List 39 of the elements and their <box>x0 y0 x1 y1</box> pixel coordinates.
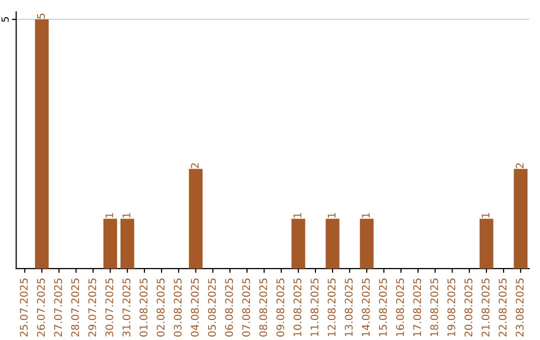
x-tick-label: 06.08.2025 <box>225 278 233 337</box>
data-label: 2 <box>516 163 524 168</box>
x-tick-label: 07.08.2025 <box>242 278 250 337</box>
x-tick-label: 16.08.2025 <box>396 278 404 336</box>
x-tick-label: 14.08.2025 <box>362 278 370 336</box>
data-label: 1 <box>328 213 336 218</box>
x-tick-label: 19.08.2025 <box>447 278 456 336</box>
x-tick-label: 05.08.2025 <box>208 278 216 337</box>
x-tick-label: 31.07.2025 <box>122 278 130 336</box>
x-tick-label: 08.08.2025 <box>259 278 268 337</box>
x-tick-label: 20.08.2025 <box>464 278 472 337</box>
data-label: 1 <box>294 213 302 218</box>
x-tick-label: 27.07.2025 <box>54 278 62 337</box>
x-tick-label: 25.07.2025 <box>20 278 28 337</box>
x-tick-label: 15.08.2025 <box>378 278 387 336</box>
x-tick-label: 12.08.2025 <box>328 278 336 336</box>
data-label: 1 <box>362 213 370 218</box>
x-tick-label: 26.07.2025 <box>36 278 45 337</box>
x-tick-label: 04.08.2025 <box>190 278 199 337</box>
x-tick-label: 18.08.2025 <box>430 278 438 336</box>
x-tick-label: 02.08.2025 <box>156 278 165 337</box>
x-tick-label: 21.08.2025 <box>482 278 490 337</box>
x-tick-label: 28.07.2025 <box>71 278 80 337</box>
data-label: 1 <box>122 213 130 218</box>
data-label: 5 <box>37 14 45 19</box>
x-tick-label: 01.08.2025 <box>140 278 148 337</box>
x-tick-label: 13.08.2025 <box>344 278 353 336</box>
x-tick-label: 29.07.2025 <box>88 278 96 337</box>
x-tick-label: 17.08.2025 <box>413 278 422 336</box>
x-tick-label: 23.08.2025 <box>516 278 524 337</box>
data-label: 2 <box>190 163 199 168</box>
x-tick-label: 11.08.2025 <box>310 278 318 336</box>
data-label: 1 <box>482 213 490 218</box>
x-tick-label: 10.08.2025 <box>293 278 302 336</box>
x-tick-label: 22.08.2025 <box>498 278 507 337</box>
x-tick-label: 03.08.2025 <box>174 278 182 337</box>
x-tick-label: 30.07.2025 <box>105 278 114 336</box>
x-tick-label: 09.08.2025 <box>276 278 284 337</box>
data-label: 1 <box>106 213 114 218</box>
